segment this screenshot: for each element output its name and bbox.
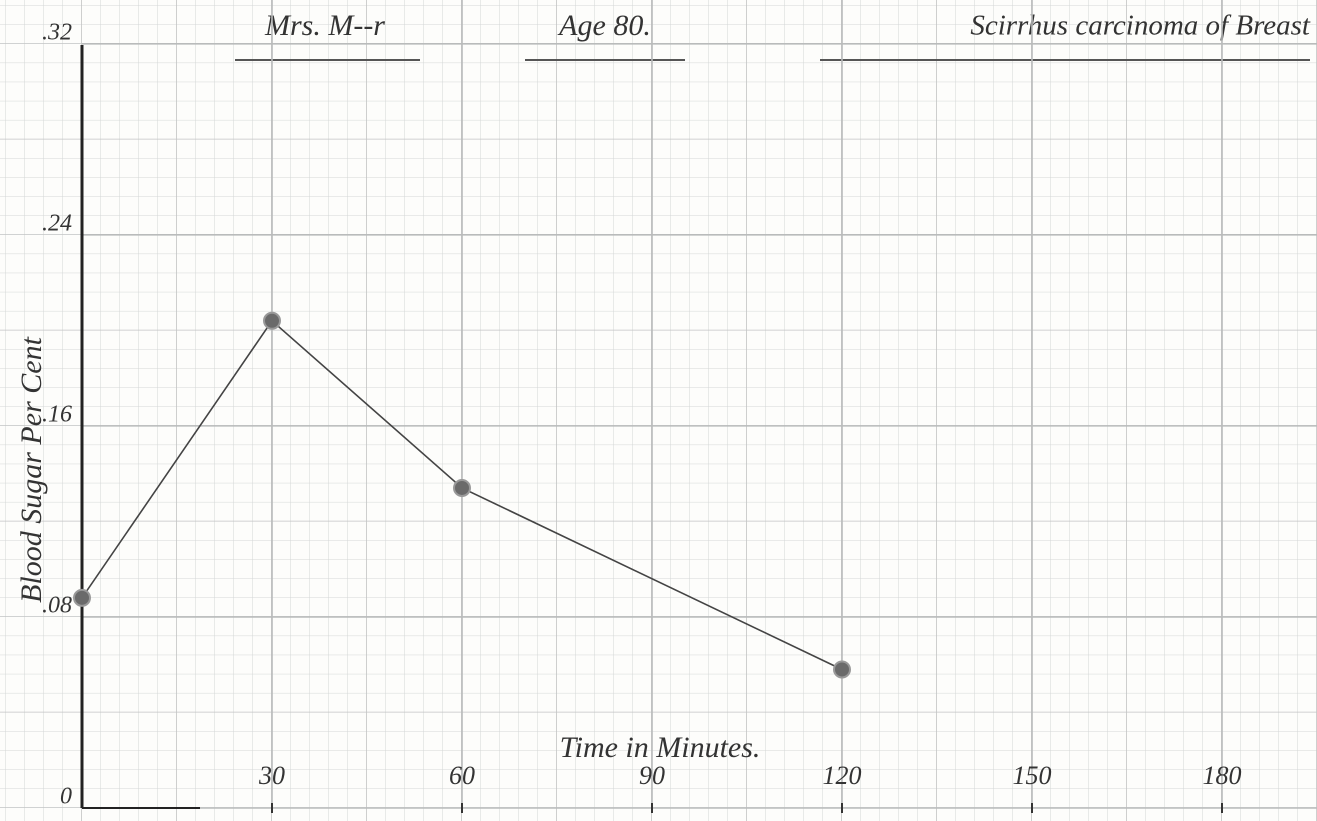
y-tick-label: .16 [42, 401, 72, 427]
chart-title: Mrs. M--r [264, 9, 385, 42]
chart-subtitle: Age 80. [557, 9, 651, 42]
data-point [74, 590, 90, 606]
x-tick-label: 90 [639, 761, 665, 790]
data-point [454, 480, 470, 496]
y-tick-label: .32 [42, 19, 72, 45]
x-tick-label: 180 [1203, 761, 1242, 790]
y-tick-label: .08 [42, 592, 72, 618]
graph-paper-major [0, 0, 1317, 821]
x-tick-label: 30 [258, 761, 285, 790]
x-tick-label: 60 [449, 761, 475, 790]
x-tick-label: 150 [1013, 761, 1052, 790]
y-tick-label: .24 [42, 210, 72, 236]
page: Mrs. M--r Age 80. Scirrhus carcinoma of … [0, 0, 1317, 821]
annotation: Scirrhus carcinoma of Breast [970, 10, 1311, 42]
y-tick-label: 0 [60, 784, 72, 810]
y-axis-label: Blood Sugar Per Cent [15, 336, 48, 602]
chart: Mrs. M--r Age 80. Scirrhus carcinoma of … [0, 0, 1317, 821]
data-point [834, 661, 850, 677]
x-tick-label: 120 [823, 761, 862, 790]
x-axis-label: Time in Minutes. [560, 731, 761, 764]
data-point [264, 313, 280, 329]
